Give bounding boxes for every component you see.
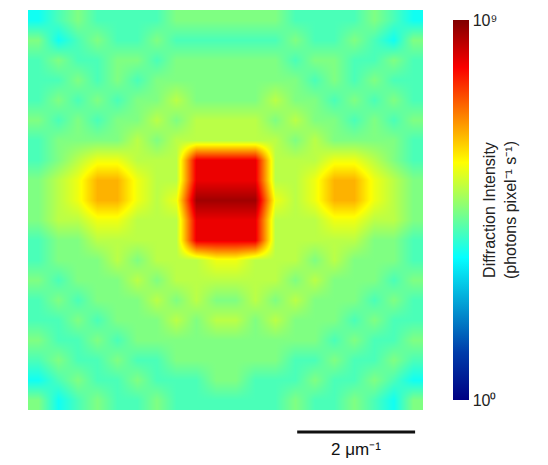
- svg-text:Diffraction Intensity(photons: Diffraction Intensity(photons pixel⁻¹ s⁻…: [481, 141, 519, 279]
- svg-text:10⁹: 10⁹: [473, 12, 498, 29]
- svg-text:10⁰: 10⁰: [473, 392, 497, 409]
- svg-text:2 μm⁻¹: 2 μm⁻¹: [331, 440, 381, 459]
